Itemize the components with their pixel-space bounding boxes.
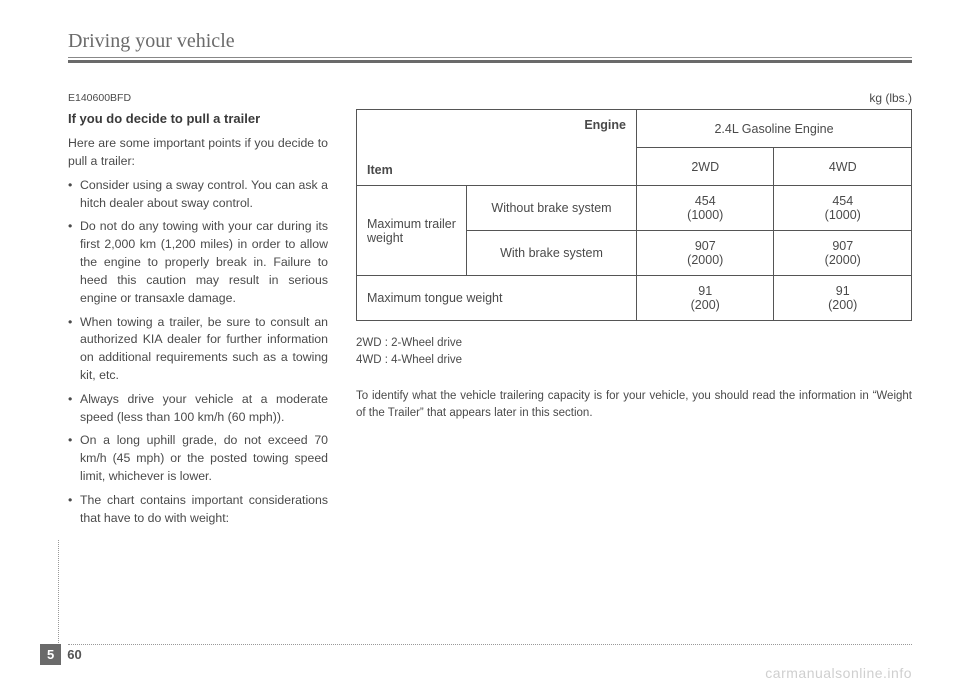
unit-label: kg (lbs.): [356, 91, 912, 105]
header-rule-thick: [68, 60, 912, 63]
footer-dotted-rule: [68, 644, 912, 645]
cell-kg: 91: [784, 284, 901, 298]
right-column: kg (lbs.) Engine Item 2.4L Gasoline Engi…: [356, 91, 912, 534]
page-footer: 5 60: [40, 644, 82, 665]
cell-lbs: (1000): [784, 208, 901, 222]
cell-kg: 454: [784, 194, 901, 208]
col-2wd: 2WD: [637, 148, 774, 186]
cell: 91 (200): [774, 276, 912, 321]
header-title: Driving your vehicle: [68, 30, 912, 53]
legend: 2WD : 2-Wheel drive 4WD : 4-Wheel drive: [356, 335, 912, 370]
cell-kg: 907: [647, 239, 763, 253]
content-columns: E140600BFD If you do decide to pull a tr…: [68, 91, 912, 534]
bullet-item: On a long uphill grade, do not exceed 70…: [68, 432, 328, 485]
legend-line: 2WD : 2-Wheel drive: [356, 335, 912, 352]
cell-lbs: (1000): [647, 208, 763, 222]
bullet-item: The chart contains important considerati…: [68, 492, 328, 528]
col-4wd: 4WD: [774, 148, 912, 186]
cell-lbs: (2000): [647, 253, 763, 267]
left-column: E140600BFD If you do decide to pull a tr…: [68, 91, 328, 534]
cell-kg: 91: [647, 284, 763, 298]
note-paragraph: To identify what the vehicle trailering …: [356, 388, 912, 423]
cell-kg: 454: [647, 194, 763, 208]
watermark: carmanualsonline.info: [765, 665, 912, 681]
bullet-list: Consider using a sway control. You can a…: [68, 177, 328, 528]
cell: 91 (200): [637, 276, 774, 321]
page: Driving your vehicle E140600BFD If you d…: [0, 0, 960, 689]
bullet-item: When towing a trailer, be sure to consul…: [68, 314, 328, 385]
header-item-engine-cell: Engine Item: [357, 110, 637, 186]
footer-page-number: 60: [67, 647, 81, 662]
cell-kg: 907: [784, 239, 901, 253]
cell: 454 (1000): [774, 186, 912, 231]
cell: 907 (2000): [637, 231, 774, 276]
table-row: Maximum tongue weight 91 (200) 91 (200): [357, 276, 912, 321]
row-group-max-trailer: Maximum trailer weight: [357, 186, 467, 276]
intro-paragraph: Here are some important points if you de…: [68, 135, 328, 171]
cell-lbs: (200): [647, 298, 763, 312]
row-sub-with-brake: With brake system: [467, 231, 637, 276]
row-sub-without-brake: Without brake system: [467, 186, 637, 231]
bullet-item: Always drive your vehicle at a moderate …: [68, 391, 328, 427]
engine-heading: 2.4L Gasoline Engine: [637, 110, 912, 148]
cell: 454 (1000): [637, 186, 774, 231]
section-code: E140600BFD: [68, 91, 328, 106]
spec-table: Engine Item 2.4L Gasoline Engine 2WD 4WD…: [356, 109, 912, 321]
cell-lbs: (2000): [784, 253, 901, 267]
table-row: Engine Item 2.4L Gasoline Engine: [357, 110, 912, 148]
engine-label: Engine: [584, 118, 626, 132]
subheading: If you do decide to pull a trailer: [68, 110, 328, 129]
bullet-item: Do not do any towing with your car durin…: [68, 218, 328, 307]
footer-section-number: 5: [40, 644, 61, 665]
row-group-max-tongue: Maximum tongue weight: [357, 276, 637, 321]
header-rule-thin: [68, 57, 912, 58]
legend-line: 4WD : 4-Wheel drive: [356, 352, 912, 369]
table-row: Maximum trailer weight Without brake sys…: [357, 186, 912, 231]
bullet-item: Consider using a sway control. You can a…: [68, 177, 328, 213]
cell-lbs: (200): [784, 298, 901, 312]
item-label: Item: [367, 163, 393, 177]
cell: 907 (2000): [774, 231, 912, 276]
